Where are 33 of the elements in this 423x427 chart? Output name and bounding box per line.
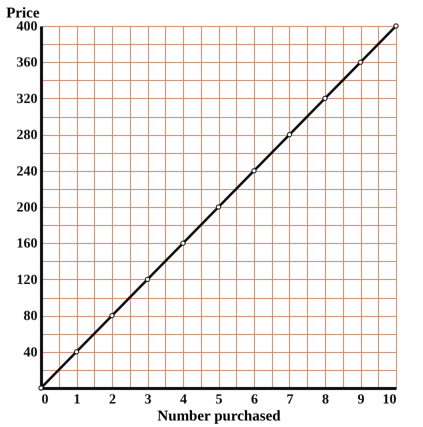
x-tick-label: 1 [74,392,80,408]
x-tick-label: 3 [144,392,152,408]
x-tick-label: 2 [109,392,116,408]
x-tick-label: 8 [322,392,329,408]
y-tick-label: 200 [16,200,38,216]
point [251,168,257,174]
y-tick-label: 40 [24,345,38,360]
point [216,204,222,210]
point [180,240,186,246]
x-tick-label: 6 [251,392,258,408]
x-tick-label: 4 [180,392,187,408]
point [358,60,364,65]
point [144,276,150,282]
y-tick-label: 360 [16,56,38,71]
x-tick-label: 7 [286,392,294,408]
x-tick-label: 10 [382,392,396,408]
y-tick-label: 80 [24,309,38,324]
y-tick-label: 240 [16,164,38,180]
y-axis-title: Price [6,6,40,22]
y-tick-label: 320 [16,92,38,107]
y-tick-label: 400 [16,20,38,34]
x-tick-label: 0 [42,392,48,408]
x-tick-label: 9 [358,392,364,408]
point [109,312,115,318]
x-axis-title: Number purchased [157,408,282,424]
point [393,23,399,29]
y-tick-label: 280 [16,128,38,144]
y-tick-label: 120 [16,272,38,288]
x-tick-label: 5 [216,392,222,408]
point [74,349,80,354]
point [322,96,328,102]
point [286,132,292,138]
y-tick-label: 160 [16,236,38,252]
